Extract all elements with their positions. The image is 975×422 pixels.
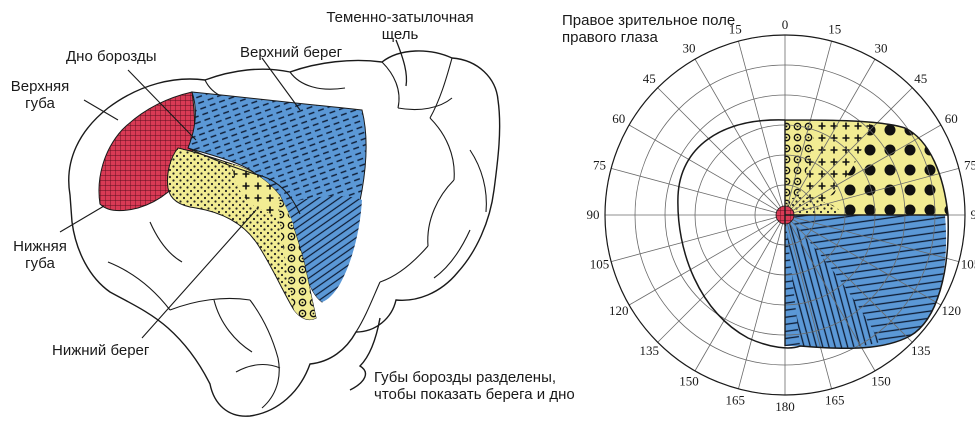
field-grid-spoke bbox=[784, 214, 942, 306]
field-tick-right-15: 15 bbox=[828, 22, 841, 37]
visual-field-chart: 0 180 15 30 45 60 75 90 105 120 135 150 165 15 30 45 60 7… bbox=[587, 17, 975, 414]
field-grid-spoke bbox=[611, 214, 786, 262]
field-region-rings bbox=[785, 120, 815, 215]
field-tick-right-150: 150 bbox=[871, 373, 891, 388]
field-tick-left-15: 15 bbox=[729, 22, 742, 37]
label-lower-lip-line1: Нижняя bbox=[13, 238, 67, 255]
field-grid-spoke bbox=[784, 58, 876, 216]
field-boundary-contour bbox=[677, 119, 949, 350]
field-grid-spoke bbox=[784, 214, 959, 262]
field-grid-spoke bbox=[784, 214, 913, 343]
field-grid-spoke bbox=[738, 41, 786, 216]
field-grid-spoke bbox=[784, 124, 942, 216]
label-upper-lip-line2: губа bbox=[25, 95, 55, 112]
field-tick-0: 0 bbox=[782, 17, 789, 32]
field-grid-spoke bbox=[784, 168, 959, 216]
field-outer-circle bbox=[604, 34, 966, 396]
field-grid-spoke bbox=[694, 214, 786, 372]
field-grid-spoke bbox=[784, 214, 832, 389]
label-lower-bank: Нижний берег bbox=[52, 342, 150, 359]
region-lower-bank-rings bbox=[279, 196, 316, 320]
field-title-line2: правого глаза bbox=[562, 29, 658, 46]
field-grid-spoke bbox=[628, 214, 786, 306]
region-lower-bank-crosses bbox=[232, 164, 294, 226]
label-sulcus-floor: Дно борозды bbox=[66, 48, 157, 65]
field-tick-right-60: 60 bbox=[945, 111, 958, 126]
label-parieto-occipital: Теменно-затылочная щель bbox=[305, 9, 495, 43]
field-tick-right-30: 30 bbox=[875, 41, 888, 56]
field-tick-left-60: 60 bbox=[612, 111, 625, 126]
label-parieto-occipital-line2: щель bbox=[381, 26, 419, 43]
sulcus-floor-line bbox=[187, 147, 301, 215]
field-grid-spoke bbox=[694, 58, 786, 216]
field-tick-left-135: 135 bbox=[639, 343, 659, 358]
field-region-blue-radial bbox=[785, 215, 880, 349]
label-upper-lip-line1: Верхняя bbox=[10, 78, 70, 95]
field-grid-spoke bbox=[657, 87, 786, 216]
caption-brace-icon bbox=[349, 317, 381, 391]
brain-leader-lines bbox=[59, 57, 301, 339]
field-grid-spoke bbox=[784, 87, 913, 216]
field-tick-left-45: 45 bbox=[643, 71, 656, 86]
field-grid-spoke bbox=[657, 214, 786, 343]
brain-gyri bbox=[107, 57, 487, 409]
field-tick-left-75: 75 bbox=[593, 157, 606, 172]
parieto-occipital-notch bbox=[395, 39, 408, 87]
field-tick-right-120: 120 bbox=[942, 303, 962, 318]
field-grid-spoke bbox=[628, 124, 786, 216]
field-tick-left-120: 120 bbox=[609, 303, 629, 318]
field-tick-right-105: 105 bbox=[961, 257, 975, 272]
label-upper-lip: Верхняя губа bbox=[4, 78, 76, 112]
field-grid-spoke bbox=[738, 214, 786, 389]
label-upper-bank: Верхний берег bbox=[240, 44, 343, 61]
field-tick-left-165: 165 bbox=[726, 392, 746, 407]
region-upper-bank-hatch bbox=[282, 196, 362, 302]
field-tick-right-135: 135 bbox=[911, 343, 931, 358]
caption-line1: Губы борозды разделены, bbox=[374, 369, 557, 386]
field-tick-left-105: 105 bbox=[590, 257, 610, 272]
field-tick-left-150: 150 bbox=[679, 373, 699, 388]
field-title: Правое зрительное поле правого глаза bbox=[562, 12, 735, 46]
brain-drawing bbox=[59, 39, 501, 417]
field-tick-right-45: 45 bbox=[914, 71, 927, 86]
field-tick-180: 180 bbox=[775, 399, 795, 414]
field-grid-spoke bbox=[784, 214, 876, 372]
field-tick-left-30: 30 bbox=[683, 41, 696, 56]
field-grid-spoke bbox=[784, 41, 832, 216]
field-tick-left-90: 90 bbox=[587, 207, 600, 222]
caption: Губы борозды разделены, чтобы показать б… bbox=[374, 369, 575, 403]
label-lower-lip-line2: губа bbox=[25, 255, 55, 272]
field-title-line1: Правое зрительное поле bbox=[562, 12, 736, 29]
field-grid-spoke bbox=[611, 168, 786, 216]
field-tick-right-165: 165 bbox=[825, 392, 845, 407]
label-lower-lip: Нижняя губа bbox=[4, 238, 76, 272]
field-tick-right-90: 90 bbox=[971, 207, 975, 222]
field-tick-right-75: 75 bbox=[964, 157, 975, 172]
label-parieto-occipital-line1: Теменно-затылочная bbox=[326, 9, 474, 26]
caption-line2: чтобы показать берега и дно bbox=[374, 386, 575, 403]
field-tick-labels: 0 180 15 30 45 60 75 90 105 120 135 150 165 15 30 45 60 7… bbox=[587, 17, 975, 414]
